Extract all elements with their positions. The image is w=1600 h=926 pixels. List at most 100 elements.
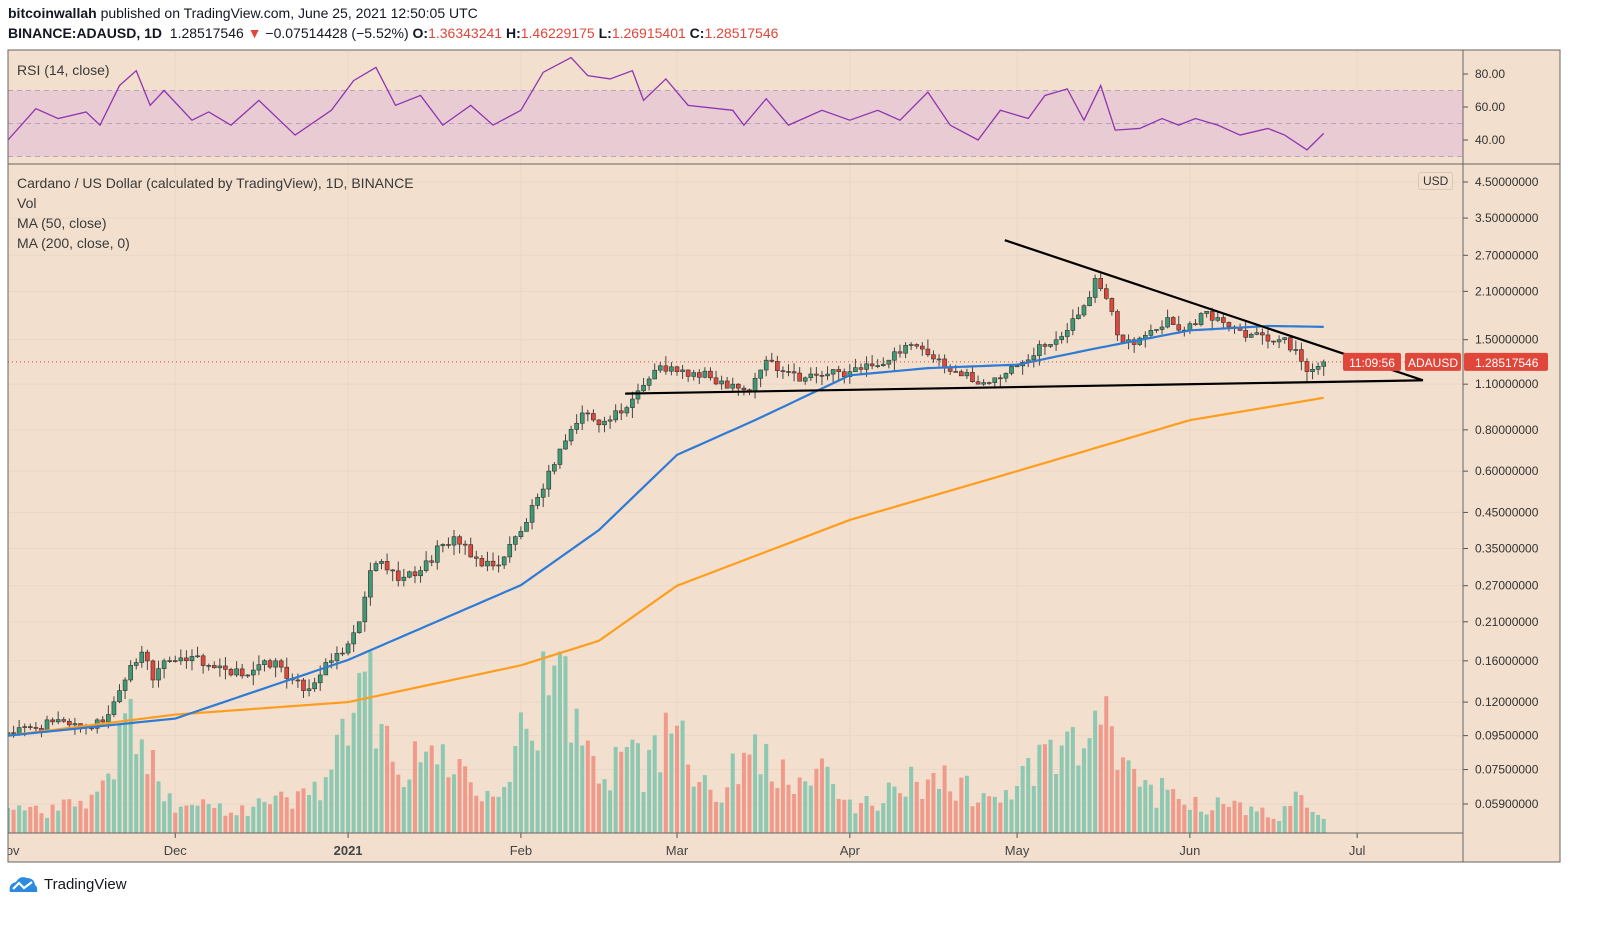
candle-up	[111, 701, 117, 715]
candle-down	[228, 669, 234, 676]
volume-bar	[931, 772, 936, 833]
candle-up	[1070, 318, 1076, 331]
volume-bar	[518, 712, 523, 833]
rsi-tick-label: 80.00	[1475, 67, 1505, 81]
volume-bar	[753, 734, 758, 833]
volume-legend[interactable]: Vol	[17, 195, 37, 211]
candle-down	[585, 412, 591, 415]
volume-bar	[251, 806, 256, 833]
candle-up	[880, 363, 886, 366]
volume-bar	[1288, 805, 1293, 833]
volume-bar	[1048, 739, 1053, 833]
candle-up	[1248, 334, 1254, 338]
volume-bar	[284, 797, 289, 833]
candle-up	[1048, 344, 1053, 347]
volume-bar	[524, 728, 529, 833]
price-tick-label: 0.12000000	[1475, 695, 1539, 709]
volume-bar	[535, 750, 540, 833]
volume-bar	[446, 777, 451, 833]
volume-bar	[212, 807, 217, 833]
candle-down	[278, 660, 284, 668]
volume-bar	[1215, 797, 1220, 833]
candle-up	[613, 410, 618, 421]
volume-bar	[111, 779, 116, 833]
volume-bar	[1310, 812, 1315, 833]
candle-up	[189, 656, 195, 662]
candle-down	[797, 372, 802, 382]
candle-down	[791, 371, 797, 374]
ma50-legend[interactable]: MA (50, close)	[17, 215, 107, 231]
volume-bar	[474, 795, 479, 833]
volume-bar	[976, 802, 981, 833]
candle-up	[652, 369, 658, 380]
candle-down	[1042, 344, 1048, 347]
candle-down	[869, 363, 875, 367]
volume-bar	[106, 773, 111, 833]
candle-down	[1221, 317, 1226, 323]
candle-down	[284, 666, 290, 679]
volume-bar	[808, 785, 813, 833]
candle-down	[986, 382, 992, 384]
volume-bar	[552, 665, 557, 833]
candle-down	[223, 665, 228, 670]
volume-bar	[987, 796, 992, 833]
volume-bar	[312, 781, 317, 833]
candle-up	[373, 563, 379, 571]
candle-up	[1092, 278, 1098, 298]
rsi-legend[interactable]: RSI (14, close)	[17, 62, 110, 78]
candle-down	[925, 348, 931, 356]
volume-bar	[189, 804, 194, 833]
candle-down	[1103, 288, 1109, 299]
candle-up	[524, 522, 529, 532]
volume-bar	[675, 725, 679, 833]
volume-bar	[1054, 774, 1059, 833]
candle-up	[752, 377, 758, 392]
candle-down	[267, 660, 273, 668]
candle-up	[1053, 339, 1059, 345]
candle-down	[919, 345, 925, 350]
volume-bar	[1009, 799, 1014, 833]
volume-bar	[1031, 785, 1036, 833]
volume-bar	[797, 777, 802, 833]
volume-bar	[747, 754, 752, 833]
volume-bar	[881, 803, 886, 833]
candle-down	[975, 381, 981, 385]
low-label: L:	[598, 25, 612, 41]
volume-bar	[45, 817, 50, 833]
currency-badge[interactable]: USD	[1418, 172, 1454, 190]
volume-bar	[234, 815, 239, 833]
time-tick-label: Feb	[510, 843, 532, 858]
candle-up	[195, 655, 200, 658]
volume-bar	[1221, 803, 1226, 833]
candle-up	[329, 660, 334, 663]
price-tick-label: 1.10000000	[1475, 377, 1539, 391]
volume-bar	[1020, 765, 1025, 833]
volume-bar	[725, 787, 730, 833]
volume-bar	[903, 796, 908, 833]
candle-down	[1109, 298, 1115, 312]
candle-down	[931, 354, 936, 360]
candle-down	[50, 719, 55, 723]
volume-bar	[167, 793, 172, 833]
candle-up	[1059, 336, 1064, 341]
main-series-legend[interactable]: Cardano / US Dollar (calculated by Tradi…	[17, 175, 414, 191]
candle-down	[685, 369, 691, 377]
candle-up	[133, 662, 139, 666]
candle-up	[1254, 332, 1260, 335]
candle-up	[1321, 361, 1326, 367]
rsi-band	[8, 90, 1463, 157]
volume-bar	[468, 782, 473, 833]
candle-up	[251, 669, 256, 676]
volume-bar	[485, 790, 490, 833]
ma200-legend[interactable]: MA (200, close, 0)	[17, 235, 130, 251]
candle-up	[579, 412, 585, 424]
candle-down	[591, 413, 596, 421]
volume-bar	[992, 796, 997, 833]
candle-up	[178, 657, 184, 662]
volume-bar	[268, 804, 273, 833]
volume-bar	[942, 765, 947, 833]
volume-bar	[67, 799, 72, 833]
candle-up	[691, 372, 697, 377]
tradingview-footer[interactable]: TradingView	[8, 874, 127, 894]
